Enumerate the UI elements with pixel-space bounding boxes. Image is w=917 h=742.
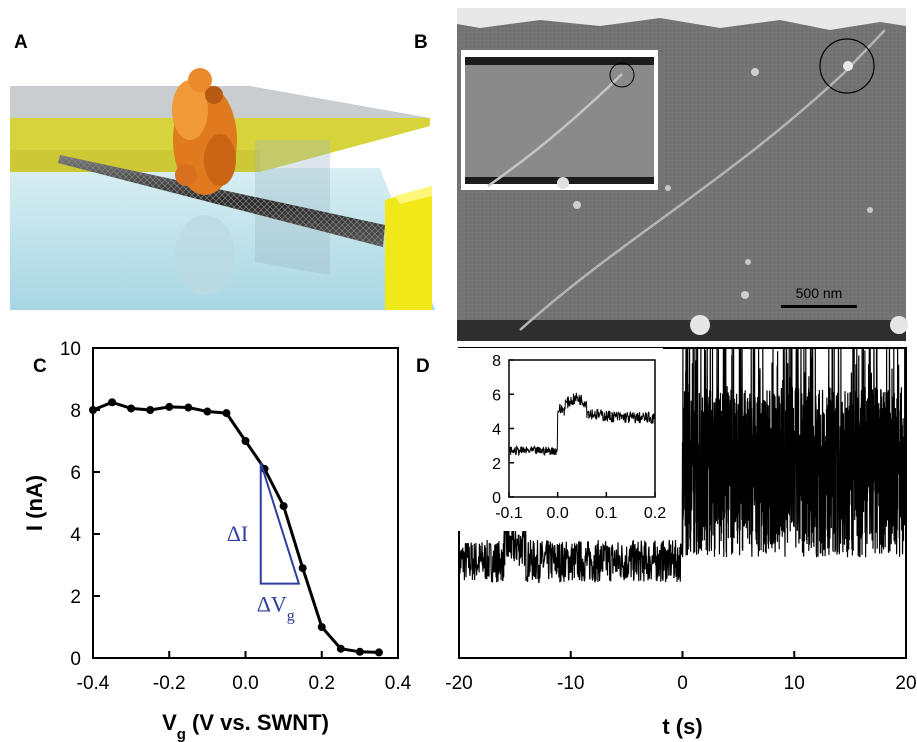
inset-y-tick-label: 0	[492, 490, 501, 507]
inset-y-tick-label: 6	[492, 387, 501, 404]
iv-x-label-rest: (V vs. SWNT)	[186, 710, 329, 735]
inset-y-tick-label: 8	[492, 353, 501, 370]
iv-data-point	[184, 403, 193, 412]
slope-triangle	[259, 462, 301, 585]
iv-x-tick-label: -0.2	[153, 673, 186, 694]
iv-series-line	[92, 400, 379, 654]
iv-data-point	[108, 398, 117, 407]
iv-data-point	[298, 564, 307, 573]
device-schematic	[10, 68, 435, 310]
time-trace-line	[458, 348, 907, 584]
panel-d: D -20 -10 0 10 20 t (s) -0.1 0.0 0.1 0.2 0 2 4 6 8	[416, 347, 917, 739]
iv-data-point	[279, 502, 288, 511]
time-x-tick-label: -10	[557, 673, 584, 694]
inset-x-tick-label: 0.0	[547, 505, 569, 522]
iv-data-point	[146, 406, 155, 414]
panel-letter-a: A	[14, 32, 28, 53]
iv-y-tick-label: 8	[70, 401, 81, 422]
panel-b: B	[414, 8, 908, 341]
iv-y-tick-label: 6	[70, 463, 81, 484]
iv-data-point	[374, 648, 383, 657]
delta-i-label: ΔI	[227, 521, 248, 546]
iv-data-point	[336, 644, 345, 653]
iv-data-point	[355, 647, 364, 656]
iv-plot-frame	[92, 347, 399, 659]
afm-image: 500 nm	[457, 8, 908, 341]
iv-data-point	[203, 407, 212, 416]
time-trace-inset: -0.1 0.0 0.1 0.2 0 2 4 6 8	[457, 348, 666, 531]
protein-blob	[172, 68, 237, 195]
time-x-tick-label: 0	[677, 673, 688, 694]
iv-data-point	[222, 409, 231, 418]
iv-x-tick-label: -0.4	[77, 673, 110, 694]
iv-data-point	[165, 402, 174, 411]
time-x-tick-label: 10	[784, 673, 805, 694]
iv-x-tick-label: 0.4	[385, 673, 412, 694]
iv-y-tick-label: 10	[60, 339, 81, 360]
time-trace-chart: -20 -10 0 10 20 t (s) -0.1 0.0 0.1 0.2 0 2 4 6 8	[445, 347, 917, 739]
iv-x-label-sub: g	[177, 726, 186, 742]
iv-y-axis-label: I (nA)	[22, 475, 47, 531]
iv-y-tick-label: 4	[70, 525, 81, 546]
scale-bar: 500 nm	[781, 285, 857, 308]
iv-y-tick-label: 2	[70, 587, 81, 608]
afm-inset	[461, 50, 658, 190]
scale-bar-label: 500 nm	[796, 285, 843, 301]
panel-letter-d: D	[416, 356, 430, 377]
time-trace-points	[458, 348, 907, 584]
panel-letter-c: C	[33, 356, 47, 377]
iv-data-point	[89, 406, 97, 414]
iv-data-point	[127, 404, 136, 413]
iv-x-label-main: V	[162, 710, 177, 735]
inset-y-tick-label: 2	[492, 456, 501, 473]
panel-letter-b: B	[414, 32, 428, 53]
iv-x-tick-label: 0.0	[232, 673, 258, 694]
protein-marker-circle	[819, 38, 875, 94]
delta-vg-label: ΔVg	[257, 592, 295, 625]
iv-y-tick-label: 0	[70, 649, 81, 670]
time-x-tick-label: 20	[895, 673, 916, 694]
iv-x-tick-label: 0.2	[309, 673, 335, 694]
iv-data-point	[317, 623, 326, 631]
inset-trace-line	[508, 392, 656, 457]
iv-data-point	[241, 437, 250, 445]
iv-chart: -0.4 -0.2 0.0 0.2 0.4 0 2 4 6 8 10 ΔI ΔVg I (nA) V…	[22, 339, 412, 742]
inset-x-tick-label: 0.1	[595, 505, 617, 522]
inset-y-tick-label: 4	[492, 422, 501, 439]
inset-x-tick-label: 0.2	[644, 505, 666, 522]
inset-x-tick-label: -0.1	[495, 505, 523, 522]
panel-c: C -0.4 -0.2 0.0 0.2 0.4 0 2 4 6 8 10 ΔI ΔVg I (nA)…	[22, 339, 412, 742]
time-x-axis-label: t (s)	[662, 714, 702, 739]
time-x-tick-label: -20	[445, 673, 472, 694]
iv-x-axis-label: Vg (V vs. SWNT)	[162, 710, 329, 742]
panel-a: A	[10, 32, 435, 310]
